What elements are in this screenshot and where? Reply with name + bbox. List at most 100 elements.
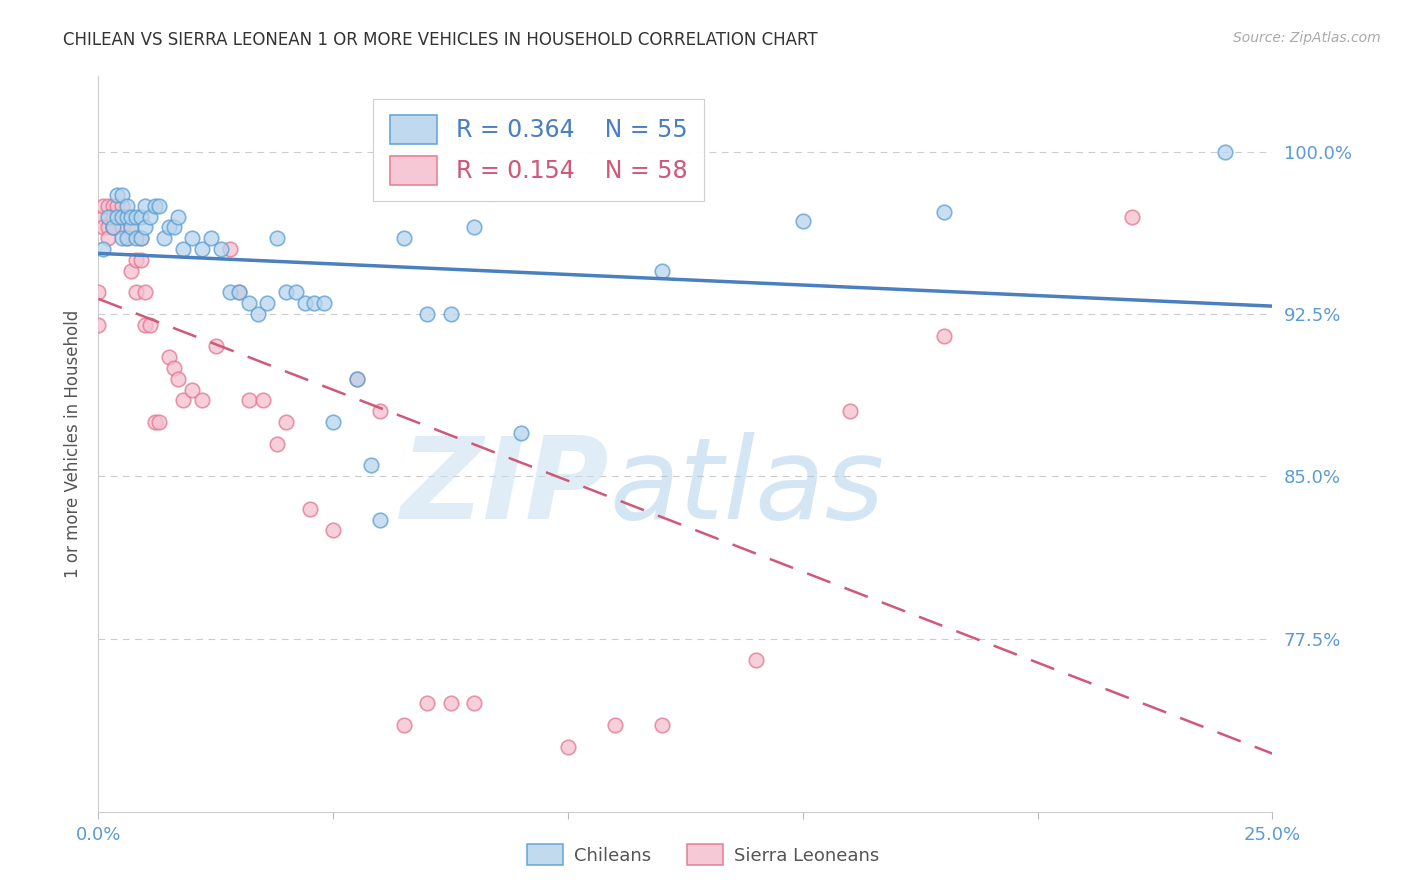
Point — [91, 242, 114, 256]
Point — [111, 210, 134, 224]
Point — [838, 404, 860, 418]
Point — [105, 187, 128, 202]
Point — [105, 210, 128, 224]
Point — [284, 285, 307, 300]
Text: Source: ZipAtlas.com: Source: ZipAtlas.com — [1233, 31, 1381, 45]
Point — [298, 501, 321, 516]
Point — [143, 199, 166, 213]
Point — [148, 415, 170, 429]
Point — [157, 350, 180, 364]
Point — [200, 231, 222, 245]
Point — [294, 296, 316, 310]
Point — [111, 199, 134, 213]
Point — [105, 210, 128, 224]
Point — [87, 285, 110, 300]
Point — [120, 263, 142, 277]
Point — [392, 231, 415, 245]
Point — [167, 372, 190, 386]
Point — [172, 393, 194, 408]
Point — [181, 231, 204, 245]
Point — [111, 187, 134, 202]
Point — [97, 210, 120, 224]
Text: ZIP: ZIP — [401, 433, 609, 543]
Point — [172, 242, 194, 256]
Point — [557, 739, 579, 754]
Point — [129, 210, 152, 224]
Point — [238, 296, 260, 310]
Point — [463, 220, 485, 235]
Point — [134, 285, 156, 300]
Point — [148, 199, 170, 213]
Point — [651, 263, 673, 277]
Point — [219, 285, 242, 300]
Point — [181, 383, 204, 397]
Point — [101, 220, 124, 235]
Point — [304, 296, 326, 310]
Point — [368, 512, 391, 526]
Point — [139, 210, 162, 224]
Point — [120, 220, 142, 235]
Point — [190, 393, 212, 408]
Point — [368, 404, 391, 418]
Point — [157, 220, 180, 235]
Point — [115, 210, 138, 224]
Point — [120, 210, 142, 224]
Point — [115, 199, 138, 213]
Point — [346, 372, 368, 386]
Point — [115, 231, 138, 245]
Point — [266, 231, 288, 245]
Point — [266, 436, 288, 450]
Point — [346, 372, 368, 386]
Point — [360, 458, 382, 473]
Legend: Chileans, Sierra Leoneans: Chileans, Sierra Leoneans — [520, 837, 886, 872]
Point — [1215, 145, 1237, 159]
Point — [416, 697, 439, 711]
Legend: R = 0.364    N = 55, R = 0.154    N = 58: R = 0.364 N = 55, R = 0.154 N = 58 — [373, 99, 704, 201]
Point — [416, 307, 439, 321]
Point — [932, 205, 955, 219]
Point — [238, 393, 260, 408]
Point — [252, 393, 274, 408]
Point — [129, 231, 152, 245]
Point — [439, 697, 461, 711]
Point — [97, 199, 120, 213]
Point — [105, 199, 128, 213]
Point — [1121, 210, 1143, 224]
Point — [228, 285, 250, 300]
Point — [101, 210, 124, 224]
Point — [125, 210, 148, 224]
Point — [101, 220, 124, 235]
Point — [209, 242, 232, 256]
Point — [134, 318, 156, 332]
Text: CHILEAN VS SIERRA LEONEAN 1 OR MORE VEHICLES IN HOUSEHOLD CORRELATION CHART: CHILEAN VS SIERRA LEONEAN 1 OR MORE VEHI… — [63, 31, 818, 49]
Point — [463, 697, 485, 711]
Point — [247, 307, 270, 321]
Point — [651, 718, 673, 732]
Point — [125, 231, 148, 245]
Point — [115, 210, 138, 224]
Point — [162, 361, 184, 376]
Point — [392, 718, 415, 732]
Point — [125, 285, 148, 300]
Point — [439, 307, 461, 321]
Point — [129, 252, 152, 267]
Point — [205, 339, 228, 353]
Point — [111, 220, 134, 235]
Point — [256, 296, 278, 310]
Point — [603, 718, 626, 732]
Point — [97, 231, 120, 245]
Point — [219, 242, 242, 256]
Point — [276, 415, 298, 429]
Point — [276, 285, 298, 300]
Point — [91, 199, 114, 213]
Point — [91, 220, 114, 235]
Point — [129, 231, 152, 245]
Point — [134, 199, 156, 213]
Point — [97, 220, 120, 235]
Point — [139, 318, 162, 332]
Point — [125, 252, 148, 267]
Point — [153, 231, 176, 245]
Point — [228, 285, 250, 300]
Text: atlas: atlas — [609, 433, 884, 543]
Point — [162, 220, 184, 235]
